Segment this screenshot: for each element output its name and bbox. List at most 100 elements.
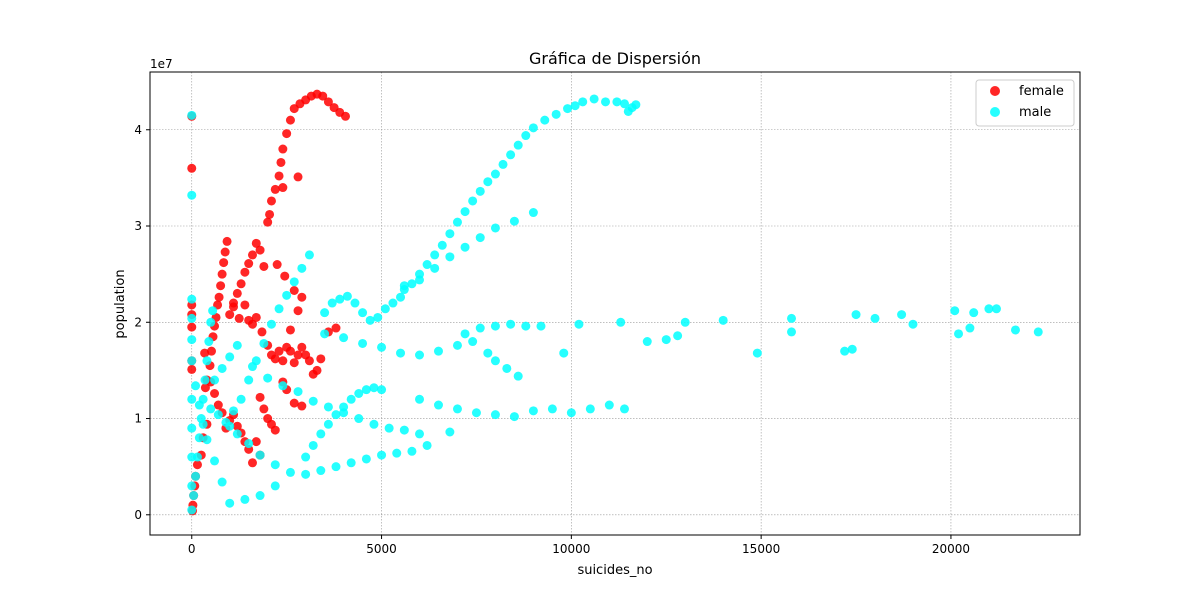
data-point-male xyxy=(498,159,508,169)
data-point-male xyxy=(506,150,516,160)
data-point-female xyxy=(214,292,224,302)
data-point-male xyxy=(327,298,337,308)
data-point-male xyxy=(304,250,314,260)
data-point-male xyxy=(847,344,857,354)
data-point-male xyxy=(270,481,280,491)
data-point-female xyxy=(293,350,303,360)
data-point-female xyxy=(289,286,299,296)
data-point-male xyxy=(969,308,979,318)
data-point-male xyxy=(210,375,220,385)
data-point-male xyxy=(673,331,683,341)
data-point-female xyxy=(234,313,244,323)
data-point-male xyxy=(506,319,516,329)
data-point-male xyxy=(335,294,345,304)
data-point-female xyxy=(270,354,280,364)
y-axis-label: population xyxy=(113,269,128,338)
data-point-female xyxy=(236,279,246,289)
data-point-female xyxy=(217,269,227,279)
data-point-female xyxy=(247,319,257,329)
data-point-female xyxy=(187,163,197,173)
data-point-male xyxy=(377,342,387,352)
data-point-male xyxy=(221,417,231,427)
data-point-male xyxy=(206,317,216,327)
data-point-male xyxy=(1033,327,1043,337)
data-point-male xyxy=(415,429,425,439)
data-point-female xyxy=(251,238,261,248)
data-point-female xyxy=(297,401,307,411)
data-point-male xyxy=(954,329,964,339)
data-point-male xyxy=(460,207,470,217)
data-point-male xyxy=(377,450,387,460)
data-point-male xyxy=(301,469,311,479)
data-point-male xyxy=(718,315,728,325)
data-point-male xyxy=(566,408,576,418)
data-point-male xyxy=(200,375,210,385)
data-point-male xyxy=(380,304,390,314)
data-point-male xyxy=(213,410,223,420)
data-point-male xyxy=(578,97,588,107)
data-point-male xyxy=(244,439,254,449)
x-tick-label: 10000 xyxy=(552,542,590,556)
data-point-male xyxy=(206,404,216,414)
data-point-male xyxy=(388,298,398,308)
data-point-male xyxy=(521,321,531,331)
data-point-male xyxy=(354,414,364,424)
data-point-male xyxy=(187,313,197,323)
data-point-male xyxy=(619,404,629,414)
data-point-male xyxy=(232,429,242,439)
data-point-male xyxy=(840,346,850,356)
axis-ticks: 0 5000 10000 15000 20000 0 1 2 3 4 xyxy=(134,123,970,556)
data-point-male xyxy=(502,363,512,373)
data-point-male xyxy=(415,394,425,404)
y-tick-label: 1 xyxy=(134,412,142,426)
series-female xyxy=(187,89,350,516)
data-points xyxy=(187,89,1043,516)
data-point-female xyxy=(285,115,295,125)
data-point-male xyxy=(551,109,561,119)
data-point-male xyxy=(965,323,975,333)
data-point-female xyxy=(251,312,261,322)
data-point-male xyxy=(604,400,614,410)
data-point-male xyxy=(187,356,197,366)
data-point-female xyxy=(192,460,202,470)
data-point-female xyxy=(244,259,254,269)
data-point-female xyxy=(229,302,239,312)
data-point-male xyxy=(468,196,478,206)
data-point-male xyxy=(350,298,360,308)
data-point-male xyxy=(187,110,197,120)
data-point-male xyxy=(509,216,519,226)
data-point-male xyxy=(612,97,622,107)
data-point-male xyxy=(270,460,280,470)
data-point-male xyxy=(377,385,387,395)
data-point-male xyxy=(191,471,201,481)
data-point-male xyxy=(787,313,797,323)
data-point-male xyxy=(433,346,443,356)
data-point-male xyxy=(870,313,880,323)
data-point-female xyxy=(304,356,314,366)
legend-label-male: male xyxy=(1019,105,1051,120)
data-point-male xyxy=(189,491,199,501)
x-tick-label: 20000 xyxy=(932,542,970,556)
data-point-female xyxy=(255,392,265,402)
data-point-male xyxy=(331,462,341,472)
data-point-male xyxy=(475,233,485,243)
data-point-female xyxy=(255,245,265,255)
data-point-male xyxy=(475,186,485,196)
data-point-male xyxy=(323,419,333,429)
data-point-female xyxy=(247,250,257,260)
data-point-male xyxy=(187,423,197,433)
data-point-male xyxy=(661,335,671,345)
grid-lines xyxy=(150,72,1080,535)
data-point-female xyxy=(232,288,242,298)
data-point-female xyxy=(247,458,257,468)
data-point-male xyxy=(460,242,470,252)
data-point-male xyxy=(433,400,443,410)
data-point-female xyxy=(251,437,261,447)
data-point-female xyxy=(187,322,197,332)
data-point-male xyxy=(585,404,595,414)
y-offset-text: 1e7 xyxy=(150,57,173,71)
y-tick-label: 4 xyxy=(134,123,142,137)
data-point-female xyxy=(318,91,328,101)
data-point-male xyxy=(282,290,292,300)
